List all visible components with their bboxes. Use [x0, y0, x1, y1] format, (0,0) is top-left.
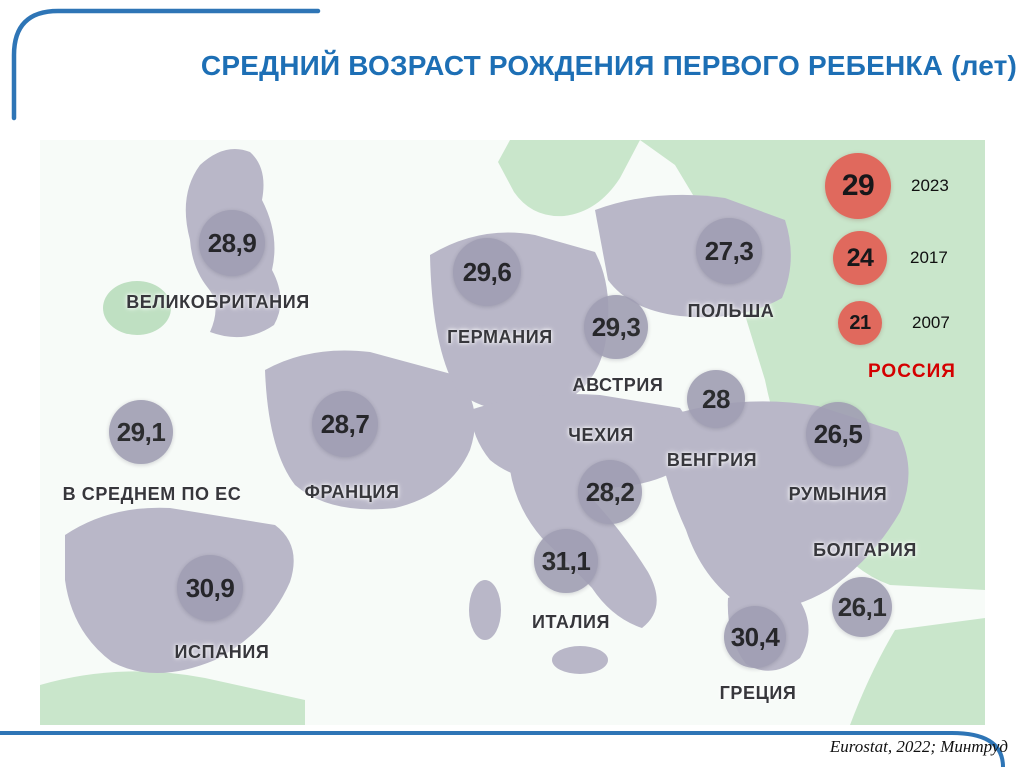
- value-russia-2007: 21: [849, 311, 871, 334]
- value-france: 28,7: [320, 408, 370, 439]
- year-russia-2007: 2007: [912, 313, 950, 332]
- label-bulgaria: БОЛГАРИЯ: [813, 540, 917, 560]
- label-romania: РУМЫНИЯ: [788, 484, 888, 504]
- label-spain: ИСПАНИЯ: [174, 642, 270, 662]
- value-eu-average: 29,1: [116, 416, 166, 447]
- label-france: ФРАНЦИЯ: [304, 482, 400, 502]
- value-germany: 29,6: [462, 256, 512, 287]
- label-italy: ИТАЛИЯ: [531, 612, 611, 632]
- page-title: СРЕДНИЙ ВОЗРАСТ РОЖДЕНИЯ ПЕРВОГО РЕБЕНКА…: [200, 50, 1018, 81]
- bubble-eu-average: 29,1: [109, 400, 173, 464]
- value-russia-2023: 29: [841, 169, 875, 202]
- label-greece: ГРЕЦИЯ: [719, 683, 797, 703]
- value-italy: 31,1: [541, 545, 591, 576]
- ireland-land: [103, 281, 171, 335]
- source-citation: Eurostat, 2022; Минтруд: [829, 737, 1008, 756]
- value-uk: 28,9: [207, 227, 257, 258]
- label-austria: АВСТРИЯ: [572, 375, 664, 395]
- label-hungary: ВЕНГРИЯ: [666, 450, 758, 470]
- value-spain: 30,9: [185, 572, 235, 603]
- year-russia-2017: 2017: [910, 248, 948, 267]
- value-czechia: 28,2: [585, 476, 635, 507]
- north-africa-land: [40, 671, 305, 725]
- bubble-spain: 30,9: [177, 555, 243, 621]
- bubble-bulgaria: 26,1: [832, 577, 892, 637]
- bubble-greece: 30,4: [724, 606, 786, 668]
- bubble-romania: 26,5: [806, 402, 870, 466]
- value-russia-2017: 24: [846, 243, 874, 272]
- bubble-russia-2017: 24: [833, 231, 887, 285]
- value-romania: 26,5: [813, 418, 863, 449]
- bubble-italy: 31,1: [534, 529, 598, 593]
- sardinia-land: [469, 580, 501, 640]
- bubble-russia-2023: 29: [825, 153, 891, 219]
- value-greece: 30,4: [730, 621, 780, 652]
- sicily-land: [552, 646, 608, 674]
- bubble-russia-2007: 21: [838, 301, 882, 345]
- value-hungary: 28: [702, 383, 730, 414]
- value-austria: 29,3: [591, 311, 641, 342]
- bubble-uk: 28,9: [199, 210, 265, 276]
- bubble-czechia: 28,2: [578, 460, 642, 524]
- russia-label: РОССИЯ: [868, 361, 956, 382]
- bubble-poland: 27,3: [696, 218, 762, 284]
- value-bulgaria: 26,1: [837, 591, 887, 622]
- label-eu-average: В СРЕДНЕМ ПО ЕС: [62, 484, 242, 504]
- value-poland: 27,3: [704, 235, 754, 266]
- label-germany: ГЕРМАНИЯ: [447, 327, 553, 347]
- bubble-austria: 29,3: [584, 295, 648, 359]
- year-russia-2023: 2023: [911, 176, 949, 195]
- label-poland: ПОЛЬША: [687, 301, 775, 321]
- turkey-land: [850, 618, 985, 725]
- bubble-germany: 29,6: [453, 238, 521, 306]
- label-czechia: ЧЕХИЯ: [568, 425, 634, 445]
- bubble-france: 28,7: [312, 391, 378, 457]
- label-uk: ВЕЛИКОБРИТАНИЯ: [126, 292, 310, 312]
- scandinavia-land: [498, 140, 640, 217]
- bubble-hungary: 28: [687, 370, 745, 428]
